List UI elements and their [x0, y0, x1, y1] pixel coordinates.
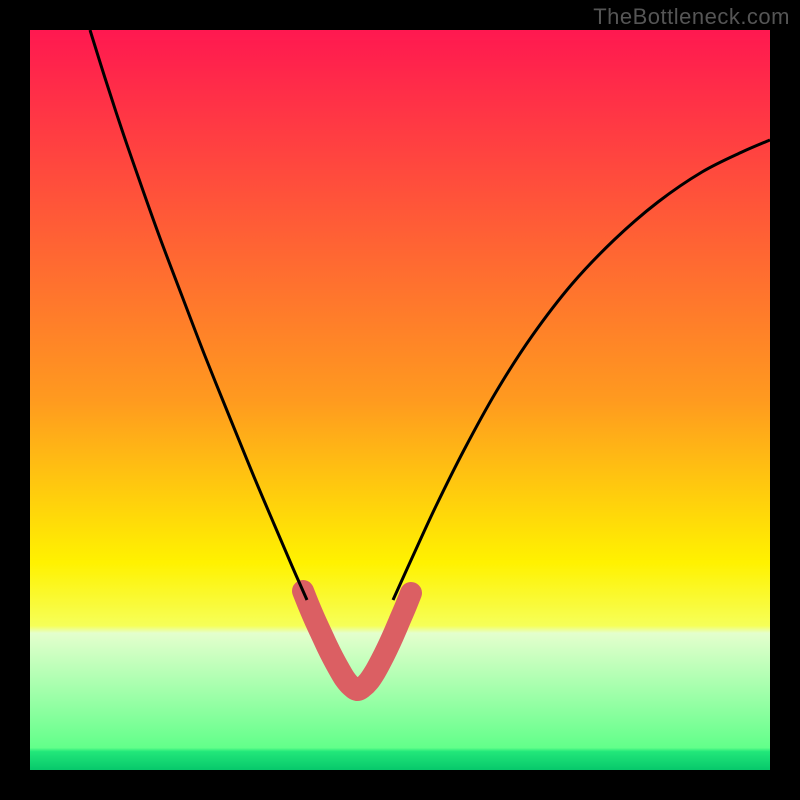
plot-area: [30, 30, 770, 770]
bottom-band-path: [303, 591, 411, 690]
chart-frame: TheBottleneck.com: [0, 0, 800, 800]
left-curve-path: [90, 30, 307, 600]
watermark-text: TheBottleneck.com: [593, 4, 790, 30]
right-curve-path: [393, 140, 770, 600]
curves-svg: [30, 30, 770, 770]
